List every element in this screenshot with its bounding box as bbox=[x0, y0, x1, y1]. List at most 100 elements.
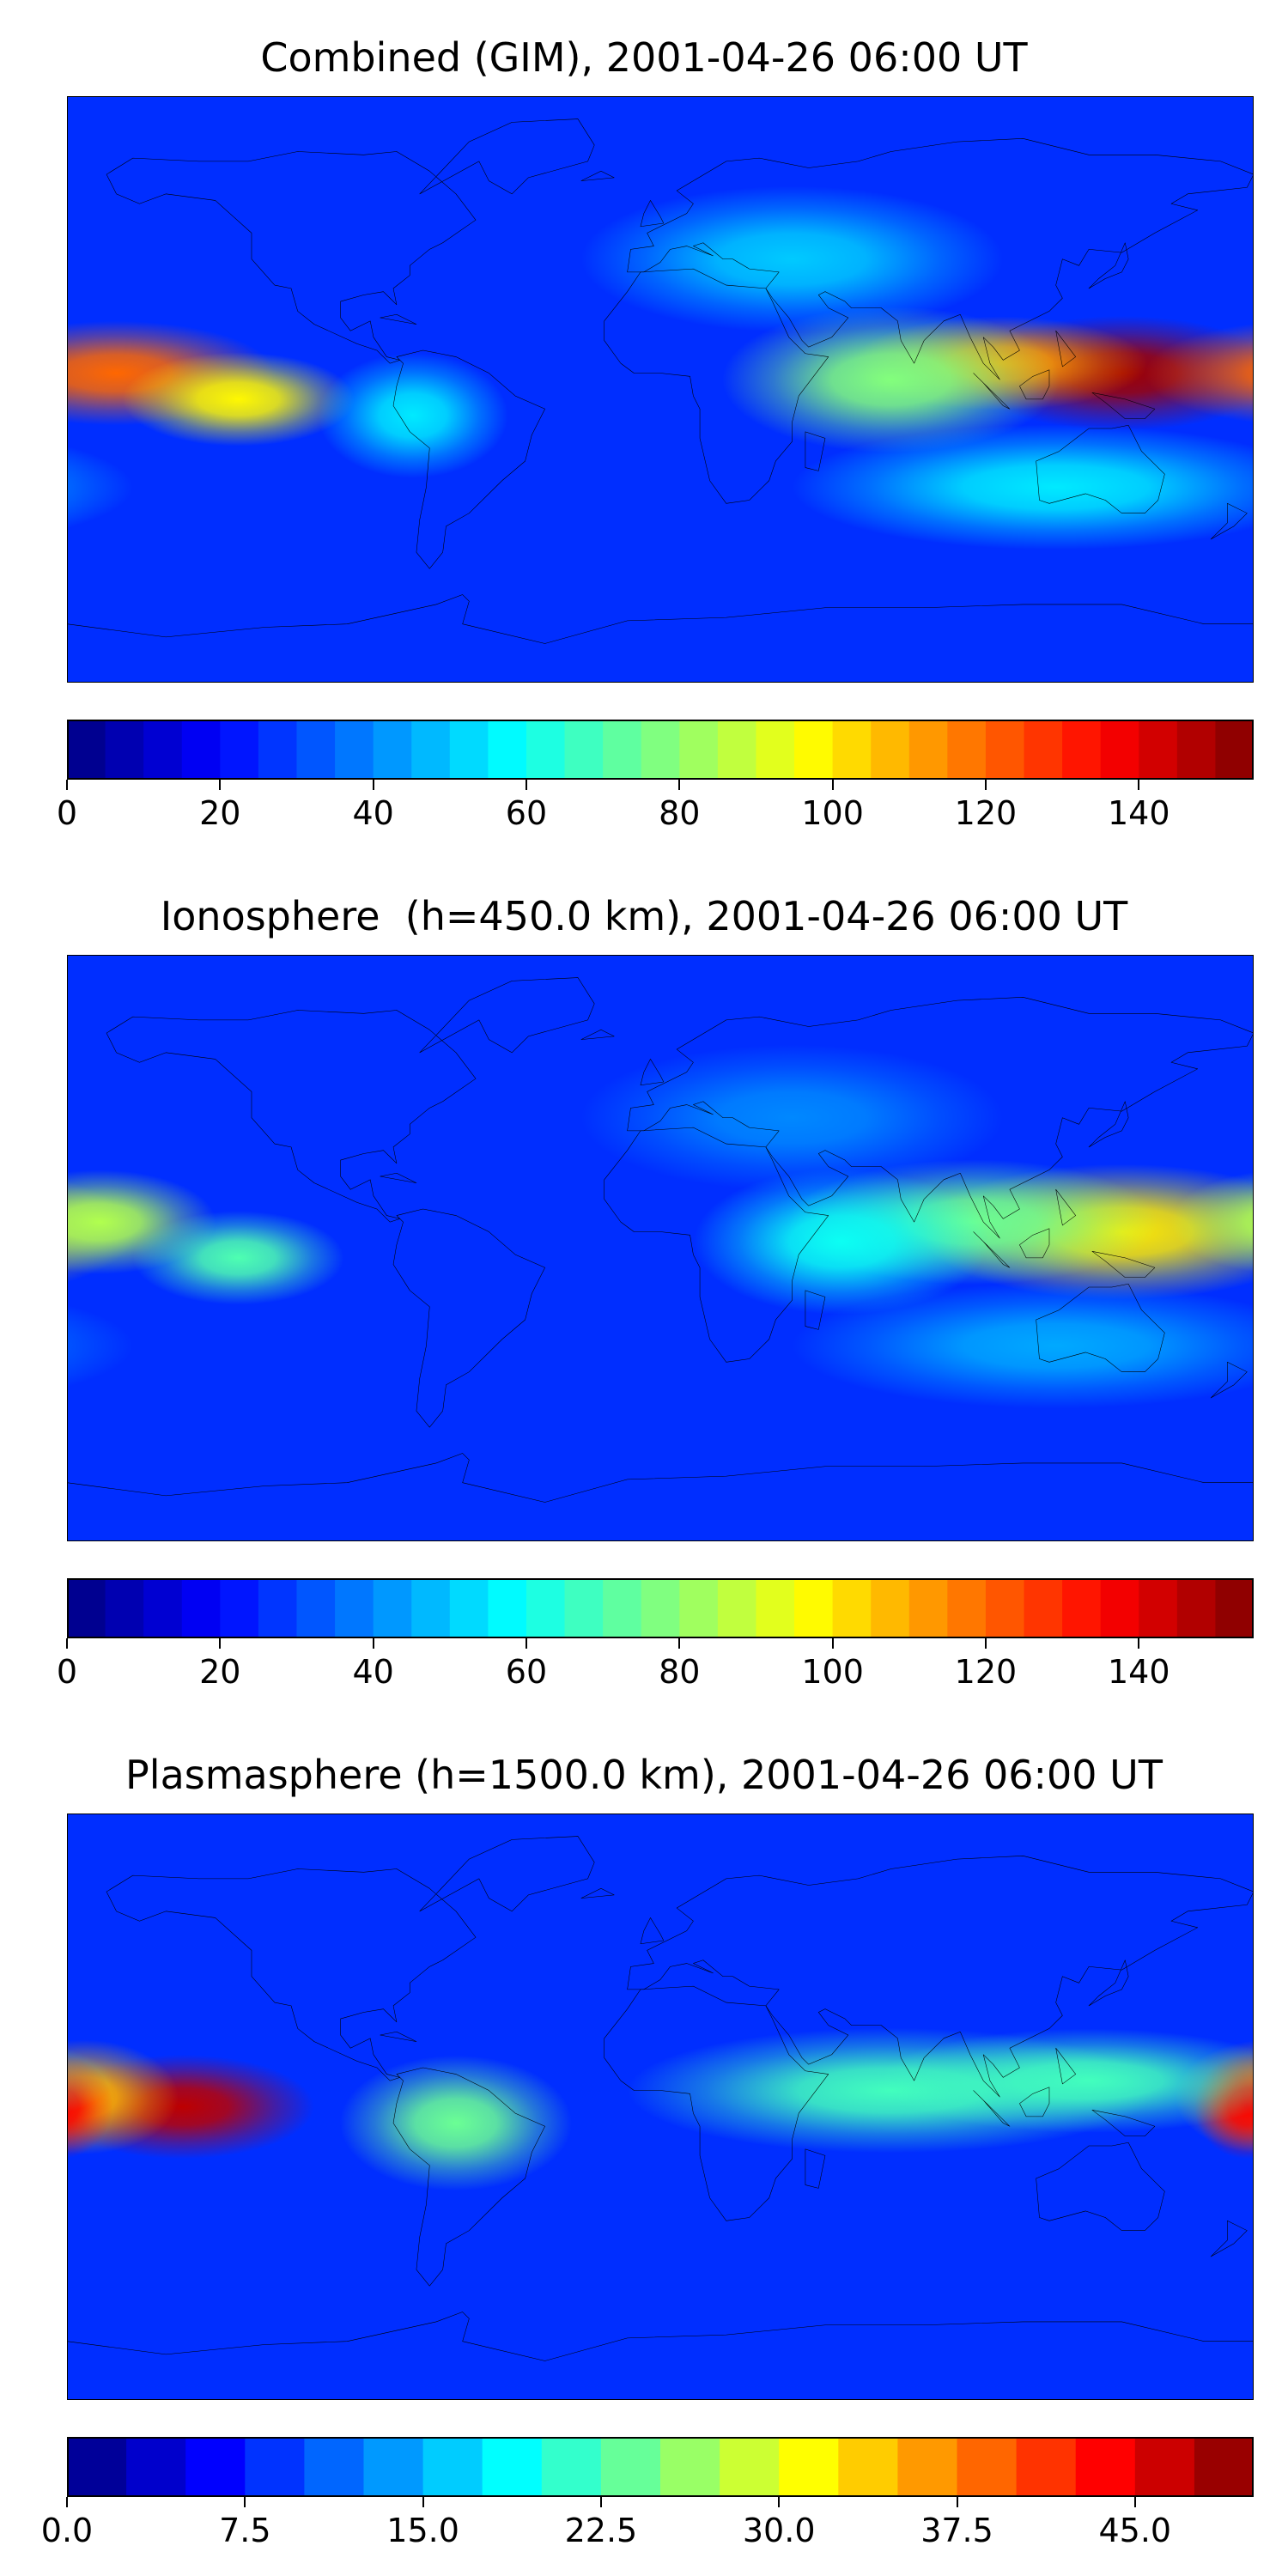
coastline bbox=[641, 1917, 664, 1943]
colorbar-bin bbox=[1139, 720, 1178, 780]
colorbar-bin bbox=[143, 720, 183, 780]
colorbar-bin bbox=[373, 720, 412, 780]
field-blob bbox=[792, 424, 1254, 550]
colorbar-bin bbox=[756, 1578, 795, 1638]
colorbar-tick-label: 15.0 bbox=[386, 2512, 459, 2549]
colorbar-frame bbox=[67, 1578, 1254, 1638]
colorbar-bin bbox=[1215, 720, 1254, 780]
colorbar-bin bbox=[411, 720, 451, 780]
coastline bbox=[393, 350, 545, 568]
coastline bbox=[393, 2068, 545, 2286]
colorbar-tick bbox=[599, 2497, 602, 2507]
colorbar-bin bbox=[526, 720, 566, 780]
colorbar-bin bbox=[679, 720, 719, 780]
heatmap-map bbox=[67, 96, 1254, 683]
colorbar-bin bbox=[67, 720, 106, 780]
coastline bbox=[380, 1173, 416, 1182]
colorbar-bin bbox=[488, 720, 527, 780]
coastline bbox=[1019, 370, 1049, 399]
colorbar-bin bbox=[564, 1578, 604, 1638]
colorbar-frame bbox=[67, 720, 1254, 780]
colorbar-tick-label: 100 bbox=[801, 794, 864, 832]
coastline bbox=[1211, 503, 1247, 539]
colorbar-bin bbox=[296, 720, 336, 780]
colorbar-bin bbox=[564, 720, 604, 780]
field-blob bbox=[132, 1211, 344, 1305]
chart-title: Plasmasphere (h=1500.0 km), 2001-04-26 0… bbox=[125, 1752, 1163, 1798]
colorbar-bin bbox=[794, 1578, 834, 1638]
colorbar-tick bbox=[678, 1638, 681, 1649]
colorbar-bin bbox=[220, 1578, 259, 1638]
coastline bbox=[581, 171, 614, 180]
colorbar-tick bbox=[984, 1638, 987, 1649]
field-blob bbox=[122, 352, 355, 447]
coastline bbox=[1056, 1189, 1076, 1225]
coastline bbox=[1056, 2048, 1076, 2084]
colorbar-bin bbox=[679, 1578, 719, 1638]
colorbar-bin bbox=[600, 2437, 661, 2497]
colorbar-tick-label: 100 bbox=[801, 1653, 864, 1691]
coastline bbox=[1092, 392, 1155, 418]
field-blob bbox=[67, 2048, 113, 2114]
colorbar-tick-label: 40 bbox=[352, 794, 394, 832]
colorbar-bin bbox=[411, 1578, 451, 1638]
colorbar-tick-label: 20 bbox=[199, 1653, 241, 1691]
coastline bbox=[106, 1011, 476, 1223]
colorbar-tick-label: 60 bbox=[505, 794, 548, 832]
colorbar-bin bbox=[482, 2437, 543, 2497]
coastline bbox=[1056, 331, 1076, 367]
colorbar-bin bbox=[871, 1578, 910, 1638]
colorbar-ticks: 0 20 40 60 80 100 120 140 bbox=[57, 780, 1254, 832]
coastline bbox=[805, 1291, 825, 1330]
colorbar-tick bbox=[372, 780, 374, 790]
colorbar-bin bbox=[1176, 1578, 1217, 1638]
colorbar-tick bbox=[422, 2497, 424, 2507]
colorbar-bin bbox=[105, 720, 144, 780]
colorbar-bin bbox=[181, 720, 221, 780]
colorbar-bin bbox=[296, 1578, 336, 1638]
coastline bbox=[67, 2312, 1254, 2400]
coastline bbox=[393, 1209, 545, 1427]
coastline bbox=[1211, 1362, 1247, 1398]
coastline bbox=[420, 1837, 594, 1911]
colorbar-tick bbox=[1133, 2497, 1136, 2507]
coastline bbox=[106, 1869, 476, 2081]
colorbar-tick bbox=[831, 780, 834, 790]
field-blob bbox=[580, 185, 1004, 332]
colorbar-tick bbox=[831, 1638, 834, 1649]
colorbar-bin bbox=[335, 720, 374, 780]
colorbar-bin bbox=[641, 720, 680, 780]
coastline bbox=[1036, 1284, 1165, 1371]
colorbar-bin bbox=[779, 2437, 839, 2497]
colorbar-bin bbox=[947, 1578, 987, 1638]
colorbar-bin bbox=[603, 1578, 642, 1638]
coastline bbox=[974, 1232, 1010, 1268]
coastline bbox=[641, 200, 664, 226]
chart-title: Ionosphere (h=450.0 km), 2001-04-26 06:0… bbox=[160, 893, 1128, 939]
colorbar-bin bbox=[660, 2437, 720, 2497]
colorbar-tick-label: 60 bbox=[505, 1653, 548, 1691]
colorbar-bin bbox=[105, 1578, 144, 1638]
field-blob bbox=[694, 1168, 990, 1315]
coastline bbox=[67, 595, 1254, 683]
colorbar-tick bbox=[984, 780, 987, 790]
colorbar-tick-label: 140 bbox=[1107, 1653, 1170, 1691]
field-blob bbox=[318, 353, 508, 478]
colorbar bbox=[67, 2437, 1254, 2497]
colorbar-tick-label: 0 bbox=[56, 1653, 78, 1691]
colorbar-bin bbox=[185, 2437, 246, 2497]
colorbar bbox=[67, 1578, 1254, 1638]
colorbar-bin bbox=[641, 1578, 680, 1638]
colorbar-tick-label: 7.5 bbox=[219, 2512, 271, 2549]
panel-combined: Combined (GIM), 2001-04-26 06:00 UT 0 20 4… bbox=[0, 0, 1288, 859]
coastline bbox=[1089, 1102, 1128, 1147]
colorbar-bin bbox=[143, 1578, 183, 1638]
coastline bbox=[1089, 1960, 1128, 2006]
colorbar-bin bbox=[871, 720, 910, 780]
coastline bbox=[805, 2149, 825, 2189]
colorbar-bin bbox=[245, 2437, 305, 2497]
colorbar-tick-label: 37.5 bbox=[920, 2512, 993, 2549]
coastline bbox=[605, 1127, 829, 1362]
coastline bbox=[1092, 1251, 1155, 1277]
colorbar-tick-label: 30.0 bbox=[742, 2512, 816, 2549]
